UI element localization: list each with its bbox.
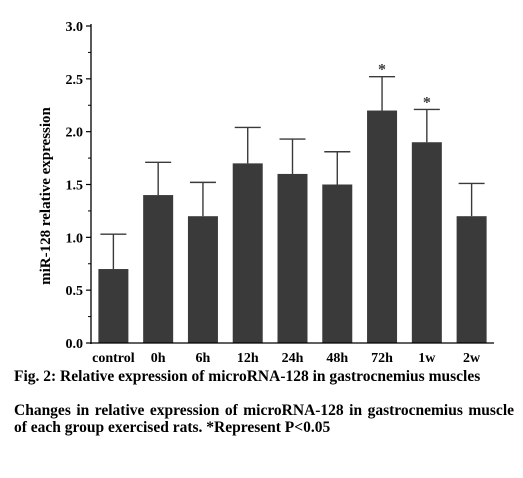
bar-48h — [322, 184, 353, 343]
bars-layer: ** — [98, 62, 487, 344]
x-tick-label: 0h — [151, 351, 166, 365]
axes-layer: control 0h 6h 12h 24h 48h 72h 1w 2w 0.0 0.5 1.0 1.5 2… — [66, 20, 494, 365]
bar-6h — [187, 216, 218, 343]
y-axis-label: miR-128 relative expression — [38, 106, 54, 284]
y-tick-label: 2.5 — [66, 73, 84, 88]
y-tick-label: 3.0 — [66, 20, 84, 35]
x-tick-label: control — [92, 351, 135, 365]
figure-description: Changes in relative expression of microR… — [14, 402, 514, 436]
y-tick-label: 0.5 — [66, 284, 84, 299]
bar-2w — [456, 216, 487, 343]
bar-chart: ** control 0h 6h 12h 24h 48h 72h 1w 2w0.00.51.01… — [38, 20, 494, 365]
y-tick-label: 1.5 — [66, 179, 84, 194]
significance-marker: * — [378, 62, 386, 79]
x-tick-label: 12h — [237, 351, 259, 365]
x-tick-label: 6h — [196, 351, 211, 365]
bar-24h — [277, 173, 308, 343]
figure-title: Fig. 2: Relative expression of microRNA-… — [14, 368, 481, 385]
y-tick-label: 2.0 — [66, 126, 84, 141]
bar-1w — [411, 142, 442, 343]
x-tick-label: 2w — [463, 351, 481, 365]
x-tick-label: 24h — [282, 351, 304, 365]
y-tick-label: 0.0 — [66, 337, 84, 352]
x-tick-label: 48h — [326, 351, 348, 365]
y-tick-label: 1.0 — [66, 231, 84, 246]
bar-0h — [143, 195, 174, 343]
significance-marker: * — [423, 94, 431, 111]
bar-72h — [367, 110, 398, 344]
x-tick-label: 72h — [371, 351, 393, 365]
bar-control — [98, 269, 129, 343]
x-tick-label: 1w — [418, 351, 436, 365]
bar-12h — [232, 163, 263, 343]
